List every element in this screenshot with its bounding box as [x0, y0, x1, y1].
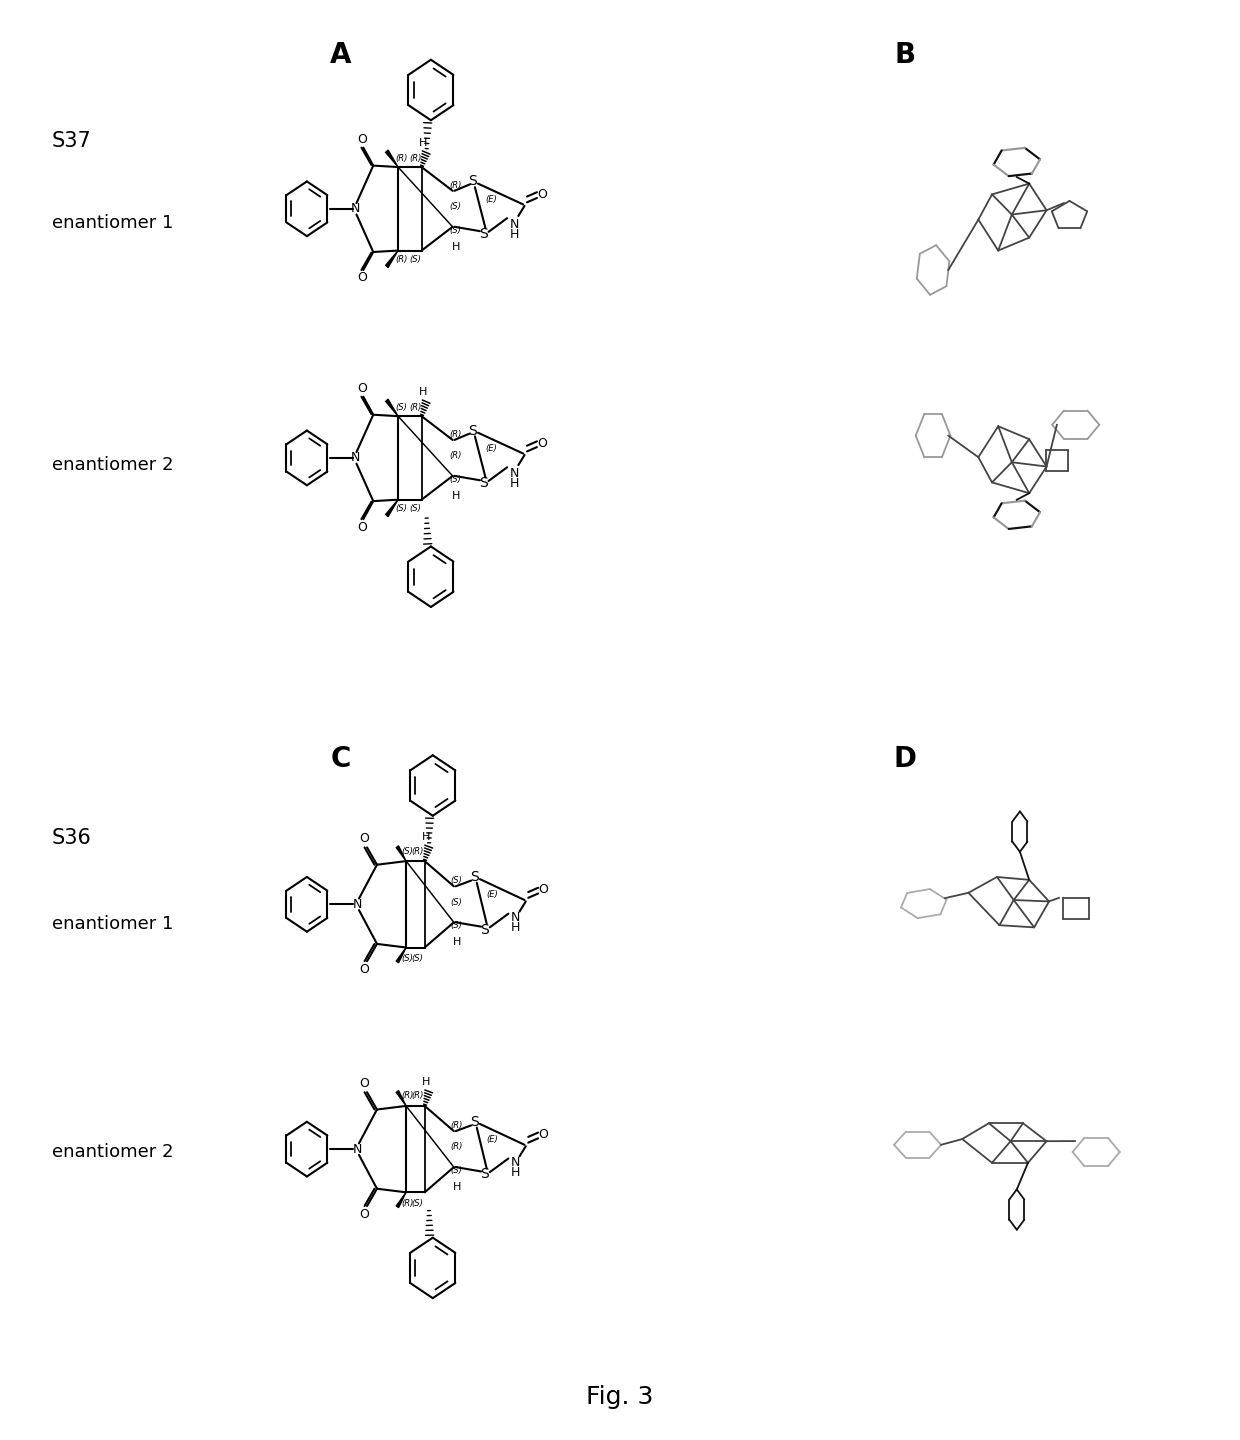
Text: S: S: [480, 1168, 490, 1181]
Text: enantiomer 1: enantiomer 1: [52, 916, 174, 933]
Text: O: O: [357, 132, 367, 147]
Text: (R): (R): [402, 1198, 413, 1208]
Text: (E): (E): [485, 444, 497, 454]
Text: (R): (R): [396, 255, 407, 264]
Text: S36: S36: [52, 828, 92, 848]
Text: S: S: [479, 477, 489, 490]
Text: S: S: [470, 1115, 479, 1129]
Text: H: H: [419, 138, 427, 148]
Polygon shape: [397, 948, 407, 963]
Text: S: S: [470, 870, 479, 884]
Text: O: O: [357, 520, 367, 534]
Text: (S): (S): [450, 202, 461, 212]
Text: H: H: [511, 1165, 521, 1179]
Text: O: O: [537, 436, 547, 451]
Text: H: H: [454, 937, 461, 948]
Text: (E): (E): [486, 890, 498, 900]
Text: (S): (S): [450, 475, 461, 484]
Text: (R): (R): [396, 154, 407, 163]
Text: O: O: [360, 963, 370, 976]
Text: N: N: [353, 897, 362, 912]
Text: N: N: [353, 1142, 362, 1156]
Text: (S): (S): [412, 1198, 423, 1208]
Text: H: H: [454, 1182, 461, 1192]
Text: (S): (S): [450, 897, 463, 907]
Text: N: N: [511, 1155, 521, 1169]
Text: (R): (R): [402, 1092, 413, 1100]
Text: O: O: [537, 187, 547, 202]
Text: enantiomer 2: enantiomer 2: [52, 1143, 174, 1161]
Text: H: H: [510, 228, 520, 240]
Text: H: H: [422, 1077, 430, 1087]
Text: O: O: [360, 1208, 370, 1221]
Text: S: S: [480, 923, 490, 936]
Text: (R): (R): [450, 180, 461, 190]
Text: H: H: [453, 242, 460, 252]
Polygon shape: [386, 399, 398, 416]
Text: Fig. 3: Fig. 3: [587, 1385, 653, 1408]
Polygon shape: [386, 251, 398, 268]
Text: N: N: [510, 217, 520, 232]
Text: H: H: [422, 832, 430, 842]
Text: H: H: [510, 477, 520, 490]
Text: (S): (S): [396, 403, 407, 412]
Text: (S): (S): [412, 953, 423, 963]
Text: O: O: [357, 271, 367, 285]
Text: (S): (S): [402, 953, 413, 963]
Text: (R): (R): [409, 403, 422, 412]
Text: O: O: [538, 883, 548, 897]
Text: (E): (E): [485, 194, 497, 204]
Text: (S): (S): [409, 255, 422, 264]
Text: (R): (R): [409, 154, 422, 163]
Text: O: O: [360, 1077, 370, 1090]
Polygon shape: [397, 1090, 407, 1106]
Text: (S): (S): [450, 226, 461, 235]
Text: A: A: [330, 40, 352, 69]
Polygon shape: [386, 500, 398, 517]
Text: (S): (S): [450, 1166, 463, 1175]
Text: N: N: [511, 910, 521, 924]
Text: (S): (S): [450, 876, 463, 886]
Text: N: N: [351, 202, 360, 216]
Text: (R): (R): [412, 847, 423, 855]
Text: (S): (S): [409, 504, 422, 513]
Text: N: N: [510, 467, 520, 481]
Polygon shape: [397, 1192, 407, 1208]
Text: H: H: [511, 920, 521, 935]
Text: S: S: [467, 423, 477, 438]
Text: H: H: [453, 491, 460, 501]
Text: (R): (R): [450, 451, 461, 461]
Text: (S): (S): [396, 504, 407, 513]
Text: N: N: [351, 451, 360, 465]
Text: S: S: [479, 228, 489, 240]
Text: O: O: [538, 1128, 548, 1142]
Polygon shape: [386, 150, 398, 167]
Text: (R): (R): [450, 1120, 463, 1130]
Text: O: O: [357, 382, 367, 396]
Text: (E): (E): [486, 1135, 498, 1145]
Text: C: C: [331, 744, 351, 773]
Text: enantiomer 1: enantiomer 1: [52, 215, 174, 232]
Text: S: S: [467, 174, 477, 189]
Text: (S): (S): [450, 922, 463, 930]
Text: O: O: [360, 832, 370, 845]
Text: (S): (S): [402, 847, 413, 855]
Polygon shape: [397, 845, 407, 861]
Text: B: B: [894, 40, 916, 69]
Text: (R): (R): [412, 1092, 423, 1100]
Text: (R): (R): [450, 1142, 463, 1152]
Text: (R): (R): [450, 429, 461, 439]
Text: H: H: [419, 387, 427, 397]
Text: D: D: [894, 744, 916, 773]
Text: S37: S37: [52, 131, 92, 151]
Text: enantiomer 2: enantiomer 2: [52, 456, 174, 474]
